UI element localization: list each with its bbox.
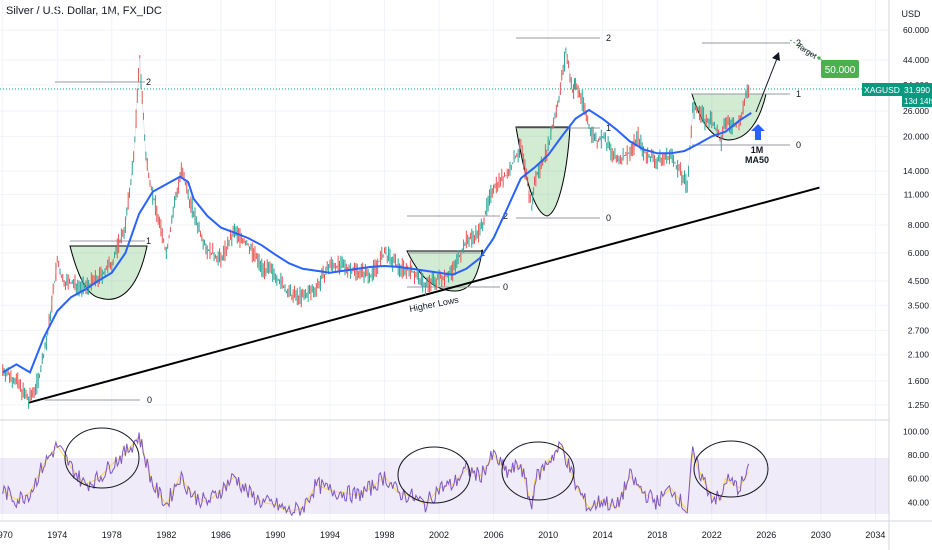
time-tick-label: 2030 [811,530,831,540]
price-layer [2,47,820,517]
time-tick-label: 2002 [429,530,449,540]
rsi-ellipse-2001 [397,446,471,504]
ma50-marker: 1M MA50 [745,124,769,165]
time-tick-label: 2010 [538,530,558,540]
rsi-tick-label: 40.00 [908,497,930,507]
rsi-axis[interactable]: 100.00 80.00 60.00 40.00 [903,426,929,507]
target-badge: 50.000 [821,60,859,78]
fib-label-1: 1 [146,236,151,246]
price-tick-label: 1.600 [908,376,930,386]
time-tick-label: 2034 [865,530,885,540]
time-tick-label: 2018 [647,530,667,540]
price-series-line [2,51,751,402]
projection-arrowhead [772,52,780,61]
fib-label-2: 2 [146,77,151,87]
price-tick-label: 14.000 [903,166,929,176]
target-badge-label: 50.000 [825,65,856,76]
price-tick-label: 2.100 [908,350,930,360]
fib-label-0: 0 [147,395,152,405]
time-tick-label: 2022 [702,530,722,540]
price-tick-label: 11.000 [904,189,930,199]
price-tick-label: 4.500 [908,276,930,286]
fib-label-2: 2 [796,38,801,48]
symbol-price: 31.990 [904,85,930,95]
target-dotted-line [789,39,829,65]
rsi-tick-label: 60.00 [908,474,930,484]
projection-arrow [755,55,779,113]
target-projection: Target [755,39,829,113]
fib-label-0: 0 [606,213,611,223]
time-axis[interactable]: 1970 1974 1978 1982 1986 1990 1994 1998 2002 2006… [0,530,885,540]
ma-label-line2: MA50 [745,155,769,165]
rsi-tick-label: 80.00 [908,450,930,460]
fib-label-1: 1 [606,123,611,133]
price-tick-label: 60.000 [903,25,929,35]
rsi-ellipse-2009 [501,441,575,501]
time-tick-label: 1974 [47,530,67,540]
fib-label-0: 0 [503,282,508,292]
fib-label-2: 2 [503,211,508,221]
symbol-ticker: XAGUSD [864,85,900,95]
rsi-tick-label: 100.00 [903,426,929,436]
time-tick-label: 2006 [484,530,504,540]
chart-title: Silver / U.S. Dollar, 1M, FX_IDC [6,5,162,17]
time-tick-label: 1990 [265,530,285,540]
price-tick-label: 26.000 [903,106,929,116]
support-trendline [28,186,820,404]
target-dot [817,56,821,60]
rsi-ellipses [64,427,769,504]
price-axis[interactable]: 60.00044.00034.00026.00020.00014.00011.0… [903,25,929,410]
price-tick-label: 2.700 [908,325,930,335]
price-tick-label: 8.000 [908,220,930,230]
rsi-line [2,432,750,517]
time-tick-label: 1970 [0,530,13,540]
rsi-ellipse-1975 [64,427,140,489]
fib-label-0: 0 [796,140,801,150]
fib-levels [45,37,790,401]
time-tick-label: 1978 [102,530,122,540]
price-tick-label: 20.000 [903,131,929,141]
time-tick-label: 2026 [756,530,776,540]
time-tick-label: 1986 [211,530,231,540]
time-tick-label: 1998 [374,530,394,540]
price-tick-label: 44.000 [903,55,929,65]
ma-label-line1: 1M [751,145,764,155]
time-tick-label: 2014 [593,530,613,540]
last-price-badge: XAGUSD 31.990 13d 14h [862,83,932,107]
up-arrow-icon [751,124,765,140]
price-tick-label: 6.000 [908,248,930,258]
rsi-ellipse-2023 [693,440,769,498]
cup-2008 [515,126,571,217]
time-tick-label: 1994 [320,530,340,540]
ma50-line [2,108,752,374]
symbol-countdown: 13d 14h [904,97,932,106]
price-tick-label: 1.250 [908,400,930,410]
time-tick-label: 1982 [156,530,176,540]
price-tick-label: 3.500 [908,300,930,310]
target-label: Target [795,41,819,61]
currency-label: USD [901,9,921,19]
fib-label-2: 2 [606,33,611,43]
fib-label-1: 1 [796,89,801,99]
